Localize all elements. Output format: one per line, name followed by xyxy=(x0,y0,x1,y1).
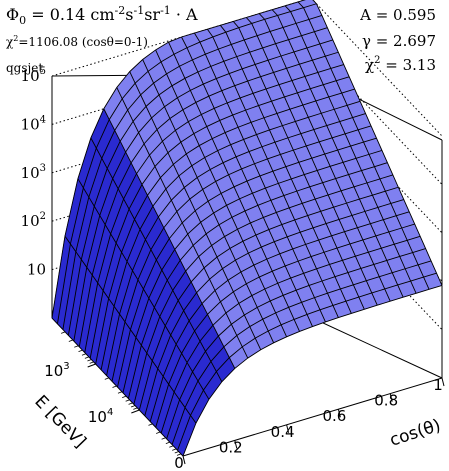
x-tick xyxy=(286,424,290,433)
y-minor-tick xyxy=(172,448,177,451)
y-minor-tick xyxy=(165,441,170,445)
y-minor-tick xyxy=(148,423,153,426)
y-tick-label: 103 xyxy=(44,361,69,380)
mesh-line-energy xyxy=(177,272,437,451)
x-tick xyxy=(234,440,238,449)
x-tick-label: 0.2 xyxy=(219,438,243,456)
y-minor-tick xyxy=(125,399,130,402)
mesh-line-energy xyxy=(106,113,366,376)
mesh-line-energy xyxy=(160,235,421,434)
z-tick-labels: 10 102 103 104 105 xyxy=(21,66,46,279)
y-minor-tick xyxy=(128,402,133,405)
mesh-line-energy xyxy=(89,76,350,359)
fit-param-gamma: γ = 2.697 xyxy=(362,32,436,50)
frame-floor-right xyxy=(307,315,443,379)
y-minor-tick xyxy=(130,405,136,408)
fit-param-a: A = 0.595 xyxy=(359,6,436,24)
x-axis-label: cos(θ) xyxy=(387,416,443,451)
x-tick xyxy=(441,377,445,387)
mesh-line-energy xyxy=(73,39,333,342)
x-tick-label: 0.6 xyxy=(322,407,346,425)
model-label: qgsjet xyxy=(6,61,43,75)
z-tick-label: 103 xyxy=(21,163,46,182)
z-tick-label: 10 xyxy=(27,261,46,279)
mesh-line-energy xyxy=(138,186,399,411)
y-tick xyxy=(87,363,96,368)
mesh-line-energy xyxy=(111,125,372,382)
mesh-line-energy xyxy=(95,88,355,365)
mesh-line-energy xyxy=(133,174,394,405)
mesh-line-energy xyxy=(127,162,388,399)
mesh-line-energy xyxy=(117,137,377,388)
y-minor-tick xyxy=(68,339,73,342)
chart-header: Φ0 = 0.14 cm-2s-1sr-1 · A χ2=1106.08 (co… xyxy=(6,4,436,75)
y-minor-tick xyxy=(161,437,166,440)
y-minor-tick xyxy=(156,431,161,434)
mesh-line-energy xyxy=(100,100,361,370)
y-minor-tick xyxy=(169,445,174,448)
y-minor-tick xyxy=(174,451,179,454)
y-minor-tick xyxy=(176,453,182,456)
z-tick-label: 105 xyxy=(21,66,46,85)
y-minor-tick xyxy=(117,391,123,394)
mesh-line-energy xyxy=(51,0,306,319)
x-tick-label: 0 xyxy=(174,454,184,471)
mesh-line-energy xyxy=(155,223,415,428)
y-minor-tick xyxy=(81,353,87,356)
y-axis-ticks: 103 104 xyxy=(44,331,182,456)
x-tick-label: 1 xyxy=(433,376,443,394)
x-tick-label: 0.8 xyxy=(374,392,398,410)
frame-floor-front xyxy=(182,377,443,457)
mesh-line-energy xyxy=(171,260,432,445)
y-minor-tick xyxy=(61,331,66,334)
x-tick-label: 0.4 xyxy=(271,423,295,441)
y-minor-tick xyxy=(122,395,127,399)
y-minor-tick xyxy=(133,407,138,410)
x-tick xyxy=(182,455,186,465)
mesh-line-energy xyxy=(182,285,443,457)
mesh-line-energy xyxy=(62,14,323,330)
flux-formula: Φ0 = 0.14 cm-2s-1sr-1 · A xyxy=(6,4,198,27)
y-minor-tick xyxy=(112,385,117,388)
y-minor-tick xyxy=(104,377,109,380)
y-minor-tick xyxy=(78,349,83,353)
z-tick-label: 104 xyxy=(21,114,46,133)
y-tick-label: 104 xyxy=(88,407,113,426)
mesh-line-energy xyxy=(67,27,328,336)
mesh-line-energy xyxy=(84,64,344,353)
y-minor-tick xyxy=(89,361,94,364)
fit-param-chi2: χ2 = 3.13 xyxy=(365,55,436,74)
z-tick-label: 102 xyxy=(21,211,46,230)
mesh-line-energy xyxy=(78,51,339,347)
y-minor-tick xyxy=(84,356,90,359)
x-tick xyxy=(389,393,393,402)
y-axis-label: E [GeV] xyxy=(30,392,89,452)
y-minor-tick xyxy=(87,359,92,362)
fit-mesh xyxy=(51,0,443,457)
mesh-line-energy xyxy=(144,199,404,416)
y-minor-tick xyxy=(74,345,79,348)
mesh-line-energy xyxy=(149,211,410,422)
mesh-line-energy xyxy=(122,149,383,393)
chi2-total-label: χ2=1106.08 (cosθ=0-1) xyxy=(6,34,148,49)
mesh-line-energy xyxy=(57,3,317,324)
y-tick xyxy=(131,409,140,414)
x-axis-ticks: 0 0.2 0.4 0.6 0.8 1 xyxy=(174,376,445,471)
x-tick xyxy=(337,409,341,418)
mesh-line-energy xyxy=(166,248,426,439)
